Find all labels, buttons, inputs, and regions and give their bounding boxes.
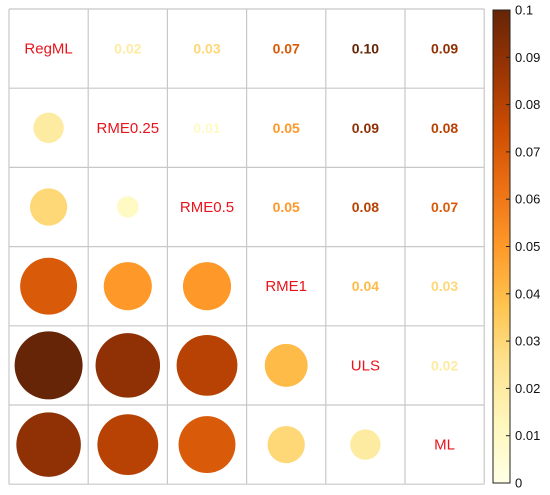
colorbar-tick-label: 0.05 — [515, 239, 540, 254]
diagonal-label: ULS — [351, 357, 380, 374]
value-label: 0.07 — [273, 41, 300, 57]
correlation-circle — [182, 262, 232, 311]
colorbar-tick-label: 0.03 — [515, 334, 540, 349]
grid — [8, 8, 485, 485]
correlation-circle — [350, 429, 381, 460]
colorbar-tick-label: 0.06 — [515, 192, 540, 207]
correlation-circle — [95, 333, 161, 398]
colorbar-tick-label: 0.08 — [515, 97, 540, 112]
correlation-circle — [103, 262, 152, 311]
correlation-circle — [176, 334, 238, 396]
value-label: 0.08 — [352, 199, 379, 215]
colorbar-tick-label: 0.09 — [515, 50, 540, 65]
value-label: 0.09 — [431, 41, 458, 57]
correlation-circle — [14, 331, 83, 400]
correlation-circle — [117, 196, 139, 218]
colorbar-tick-label: 0.01 — [515, 428, 540, 443]
correlation-circle — [97, 414, 159, 476]
value-label: 0.02 — [431, 357, 458, 373]
correlation-circle — [20, 257, 78, 315]
correlation-circle — [267, 425, 305, 464]
diagonal-label: RME1 — [265, 278, 307, 295]
colorbar-tick-label: 0.1 — [515, 3, 533, 18]
diagonal-label: RME0.5 — [180, 199, 234, 216]
value-label: 0.05 — [273, 199, 300, 215]
colorbar: 0 0.01 0.02 0.03 0.04 0.05 0.06 0.07 0.08 0.09 0.1 — [492, 3, 540, 491]
colorbar-tick-label: 0.02 — [515, 381, 540, 396]
diagonal-label: RME0.25 — [97, 120, 160, 137]
diagonal-label: ML — [434, 437, 455, 454]
diagonal-label: RegML — [24, 41, 72, 58]
correlation-circle — [33, 112, 64, 144]
correlation-circle — [178, 416, 236, 474]
value-label: 0.03 — [431, 278, 458, 294]
value-label: 0.07 — [431, 199, 458, 215]
correlation-circle — [29, 188, 68, 226]
value-label: 0.05 — [273, 120, 300, 136]
value-label: 0.09 — [352, 120, 379, 136]
colorbar-tick-label: 0.07 — [515, 144, 540, 159]
colorbar-tick-label: 0 — [515, 476, 522, 491]
value-label: 0.02 — [114, 41, 141, 57]
value-label: 0.10 — [352, 41, 379, 57]
value-label: 0.01 — [193, 120, 220, 136]
correlation-circle — [264, 343, 308, 387]
value-label: 0.03 — [193, 41, 220, 57]
colorbar-tick-label: 0.04 — [515, 286, 540, 301]
cells: RegML 0.02 0.03 0.07 0.10 0.09 RME0.25 0.01 0.05… — [14, 41, 458, 477]
value-label: 0.04 — [352, 278, 379, 294]
correlation-circle — [16, 412, 81, 477]
value-label: 0.08 — [431, 120, 458, 136]
